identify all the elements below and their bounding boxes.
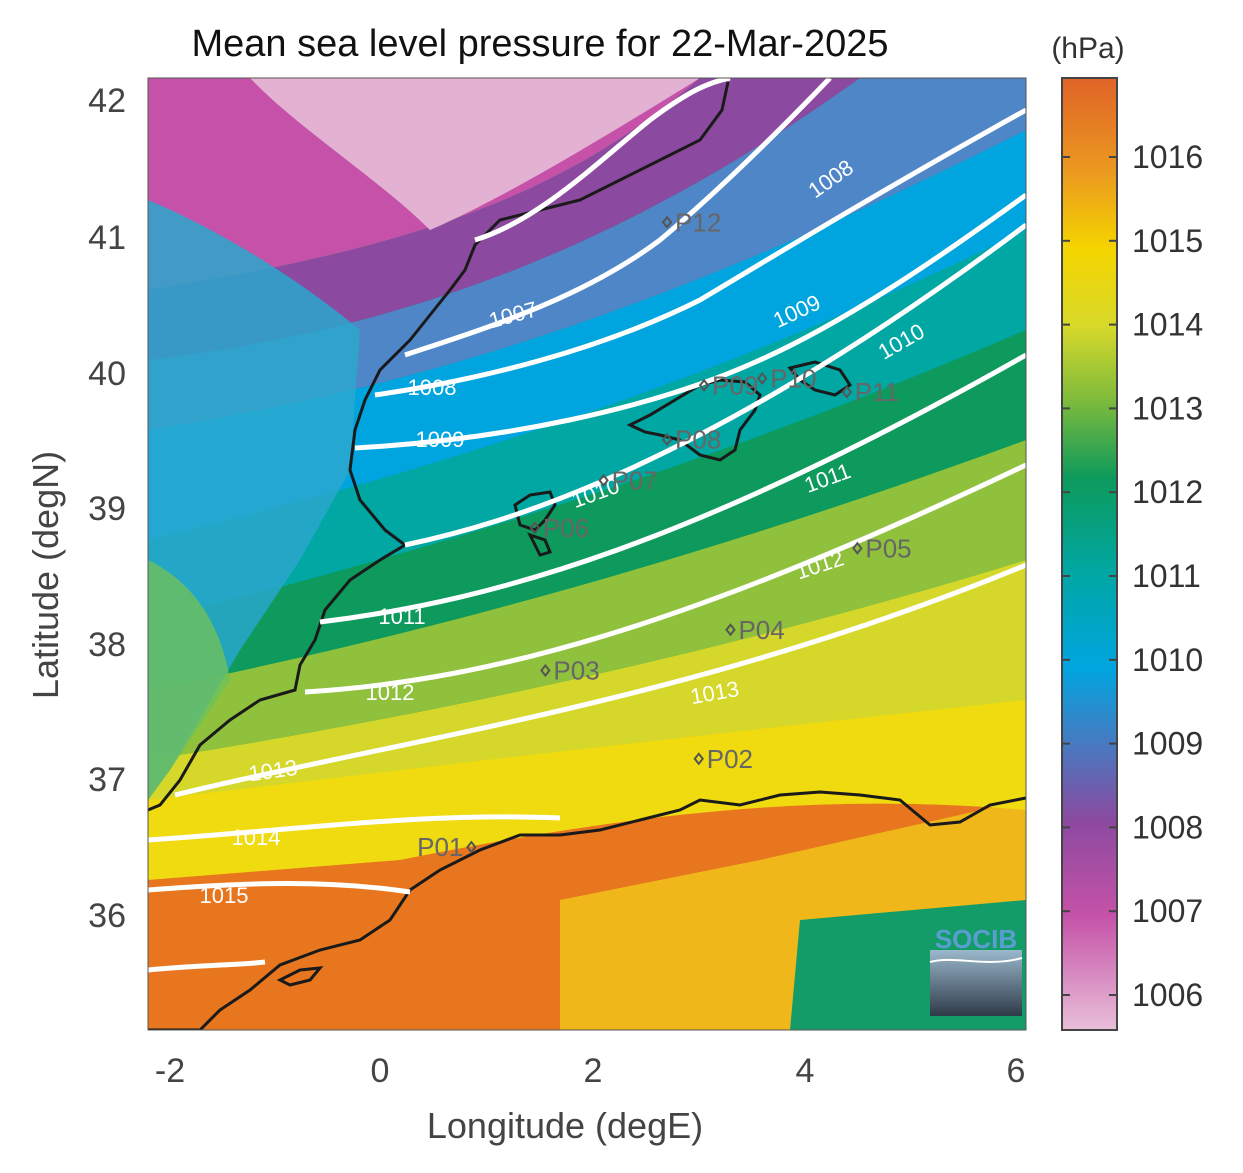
colorbar-tick-label: 1016 (1132, 139, 1203, 175)
colorbar-tick-label: 1008 (1132, 809, 1203, 845)
colorbar-tick-label: 1011 (1132, 558, 1201, 594)
x-axis-label: Longitude (degE) (427, 1105, 703, 1146)
station-point: P07 (598, 465, 658, 495)
station-label: P06 (543, 513, 589, 543)
station-marker (693, 752, 705, 766)
y-tick-label: 40 (88, 355, 126, 393)
y-tick-label: 41 (88, 219, 126, 257)
contour-label: 1009 (416, 427, 465, 452)
station-label: P07 (612, 465, 658, 495)
station-label: P11 (855, 377, 899, 407)
station-point: P05 (852, 533, 912, 563)
x-tick-label: 4 (796, 1052, 815, 1090)
station-point: P11 (841, 377, 899, 407)
station-point: P01 (417, 832, 477, 862)
y-tick-label: 42 (88, 82, 126, 120)
colorbar-tick-label: 1007 (1132, 893, 1203, 929)
station-marker (540, 663, 551, 678)
colorbar-tick-label: 1013 (1132, 390, 1203, 426)
colorbar-tick-label: 1006 (1132, 977, 1203, 1013)
station-marker (725, 623, 736, 637)
station-point: P08 (661, 425, 721, 455)
station-label: P10 (770, 363, 816, 393)
station-marker (756, 371, 768, 386)
colorbar-units: (hPa) (1051, 32, 1124, 65)
colorbar-ticks: 1016 1015 1014 1013 1012 1011 1010 1009 1008 1007… (1062, 139, 1203, 1013)
x-tick-label: 0 (371, 1052, 390, 1090)
colorbar-tick-label: 1010 (1132, 642, 1203, 678)
socib-logo-text: SOCIB (935, 924, 1017, 954)
station-marker (661, 432, 673, 447)
station-label: P05 (865, 533, 911, 563)
x-tick-label: 2 (584, 1052, 603, 1090)
pressure-field (148, 78, 1026, 1030)
station-marker (698, 378, 710, 392)
station-points: P01 P02 P03 P04 P05 P06 P07 P08 P09 P10 P11 P12 (417, 207, 912, 862)
contour-label: 1008 (408, 375, 457, 400)
station-point: P09 (698, 370, 758, 400)
station-marker (852, 541, 863, 555)
map-panel: 1007 1008 1008 1009 1009 1010 1010 1011 … (148, 78, 1026, 1030)
contour-label: 1011 (378, 604, 425, 629)
station-label: P02 (707, 744, 753, 774)
chart-title: Mean sea level pressure for 22-Mar-2025 (191, 23, 888, 65)
station-point: P02 (693, 744, 753, 774)
x-tick-label: 6 (1007, 1052, 1026, 1090)
station-label: P12 (675, 207, 721, 237)
station-point: P12 (661, 207, 721, 237)
station-marker (598, 473, 609, 487)
station-label: P01 (417, 832, 463, 862)
socib-logo: SOCIB (929, 924, 1023, 1016)
station-marker (466, 840, 477, 854)
station-label: P03 (553, 656, 599, 686)
colorbar-tick-label: 1014 (1132, 307, 1203, 343)
y-axis-label: Latitude (degN) (25, 451, 66, 699)
colorbar-tick-label: 1009 (1132, 726, 1203, 762)
contour-label: 1012 (366, 680, 415, 705)
station-point: P04 (725, 615, 785, 645)
station-marker (841, 385, 853, 399)
contours (148, 78, 1026, 973)
map-frame (147, 77, 1027, 1031)
station-point: P03 (540, 656, 600, 686)
y-axis: 42 41 40 39 38 37 36 Latitude (degN) (25, 82, 126, 935)
colorbar-gradient (1061, 77, 1118, 1031)
contour-label: 1015 (200, 883, 249, 908)
station-label: P09 (712, 370, 758, 400)
station-marker (529, 521, 541, 535)
colorbar: 1016 1015 1014 1013 1012 1011 1010 1009 1008 1007… (1061, 77, 1203, 1031)
x-tick-label: -2 (155, 1052, 185, 1090)
station-label: P08 (675, 425, 721, 455)
y-tick-label: 36 (88, 897, 126, 935)
station-point: P06 (529, 513, 589, 543)
colorbar-tick-label: 1012 (1132, 474, 1203, 510)
x-axis: -2 0 2 4 6 Longitude (degE) (155, 1052, 1026, 1146)
contour-label: 1014 (232, 825, 281, 850)
y-tick-label: 37 (88, 761, 126, 799)
colorbar-tick-label: 1015 (1132, 223, 1203, 259)
y-tick-label: 39 (88, 490, 126, 528)
station-marker (661, 215, 673, 229)
y-tick-label: 38 (88, 626, 126, 664)
station-point: P10 (756, 363, 816, 393)
station-label: P04 (738, 615, 784, 645)
